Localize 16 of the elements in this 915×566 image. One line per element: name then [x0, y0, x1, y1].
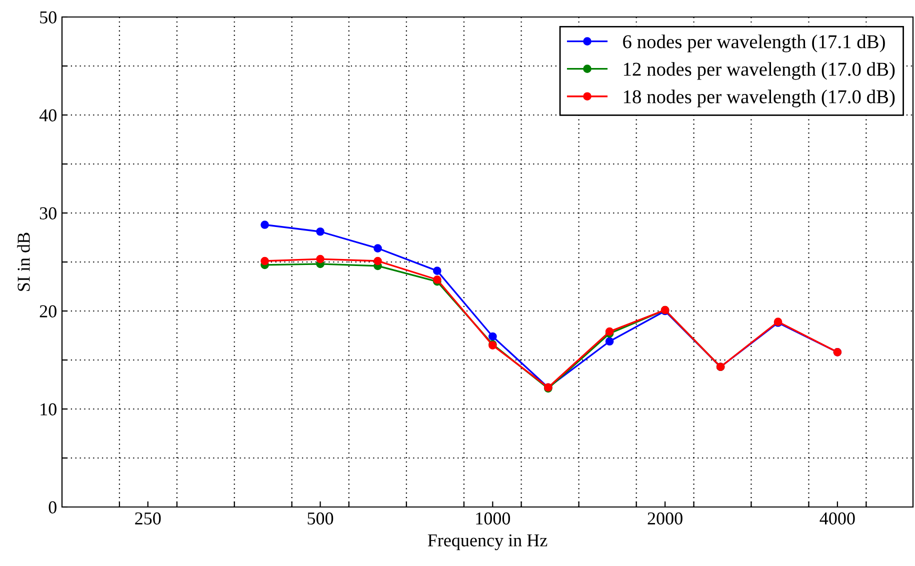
x-tick-label: 2000 [648, 512, 682, 525]
x-tick-label: 250 [135, 512, 161, 525]
y-tick-label: 20 [40, 305, 56, 318]
legend-label: 6 nodes per wavelength (17.1 dB) [623, 34, 885, 52]
legend-label: 12 nodes per wavelength (17.0 dB) [624, 62, 895, 80]
y-tick-label: 10 [40, 403, 56, 416]
y-tick-label: 40 [39, 109, 56, 122]
y-tick-label: 0 [48, 501, 56, 514]
x-tick-label: 4000 [820, 512, 855, 525]
y-tick-label: 50 [40, 11, 56, 24]
y-tick-label: 30 [40, 207, 56, 220]
x-tick-label: 500 [308, 512, 334, 525]
x-axis-title: Frequency in Hz [428, 534, 548, 550]
x-tick-label: 1000 [476, 512, 510, 525]
y-axis-title: SI in dB [17, 232, 30, 291]
legend-label: 18 nodes per wavelength (17.0 dB) [624, 90, 895, 108]
